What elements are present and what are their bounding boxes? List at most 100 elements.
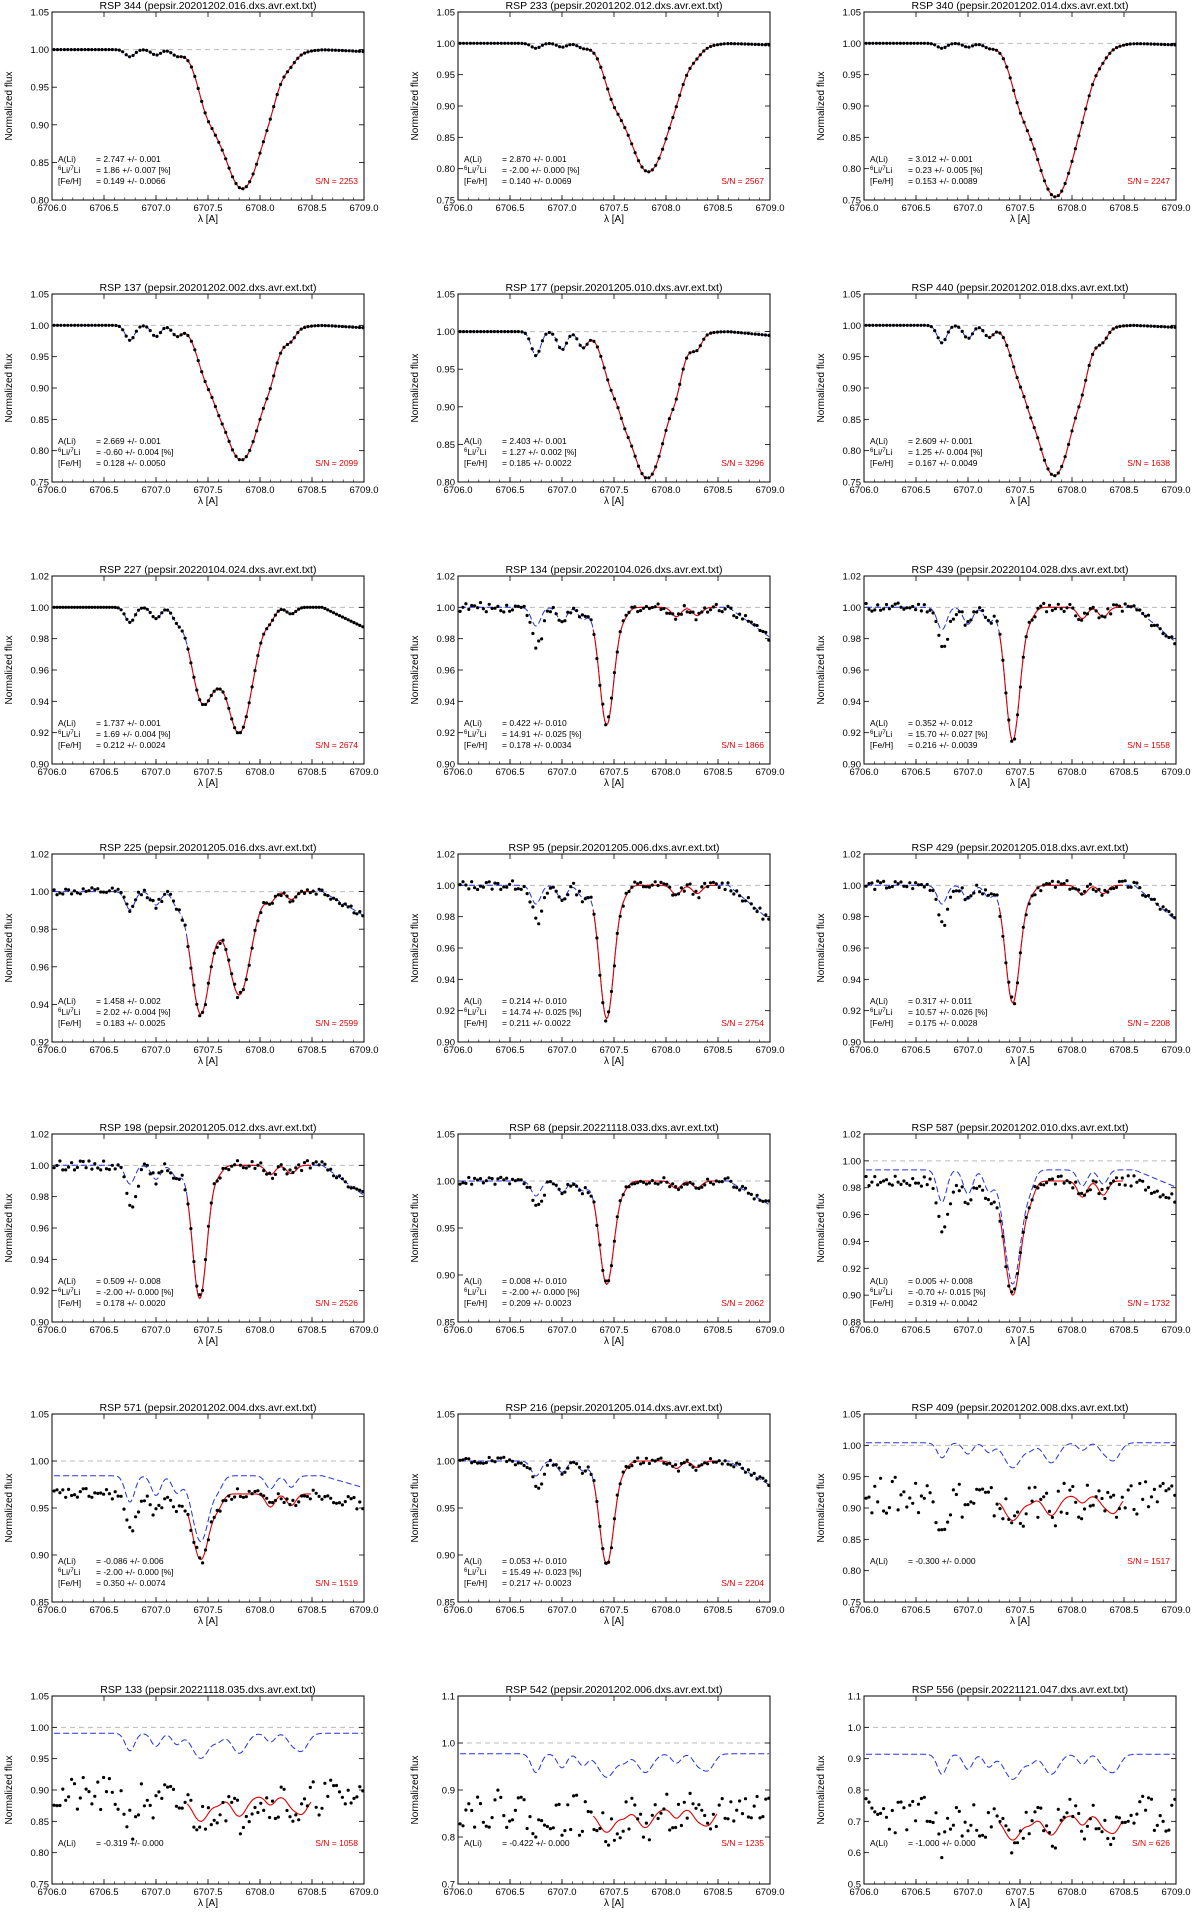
observed-point	[595, 1829, 599, 1833]
observed-point	[580, 1829, 584, 1833]
observed-point	[1068, 887, 1072, 891]
observed-point	[510, 608, 515, 612]
observed-point	[981, 892, 985, 896]
observed-point	[1126, 604, 1130, 608]
observed-point	[697, 1464, 701, 1468]
x-axis-label: λ [A]	[604, 1336, 624, 1347]
observed-point	[624, 1464, 628, 1469]
observed-point	[1033, 1185, 1037, 1189]
signal-to-noise: S/N = 2204	[721, 1578, 764, 1588]
observed-point	[899, 605, 903, 609]
observed-point	[636, 882, 640, 886]
observed-point	[148, 50, 152, 54]
observed-point	[607, 1010, 611, 1014]
observed-point	[233, 1495, 237, 1499]
observed-point	[467, 1457, 471, 1461]
observed-point	[743, 899, 748, 903]
observed-point	[1063, 181, 1067, 186]
observed-point	[679, 1185, 683, 1189]
observed-point	[1087, 363, 1091, 368]
y-tick-label: 0.94	[31, 1000, 50, 1011]
observed-point	[114, 48, 118, 52]
observed-point	[186, 1202, 190, 1206]
observed-point	[220, 422, 224, 426]
observed-point	[1060, 189, 1064, 193]
observed-point	[1149, 1495, 1154, 1499]
x-tick-label: 6707.0	[547, 1325, 576, 1336]
observed-point	[761, 1199, 765, 1203]
observed-point	[282, 891, 286, 895]
observed-point	[256, 1163, 260, 1167]
feh-label: [Fe/H]	[58, 458, 81, 468]
observed-point	[340, 904, 344, 908]
observed-point	[621, 1193, 625, 1197]
observed-point	[571, 333, 575, 337]
observed-point	[726, 330, 730, 334]
observed-point	[551, 1182, 555, 1186]
observed-point	[361, 625, 365, 629]
observed-point	[1097, 343, 1102, 347]
x-tick-label: 6708.0	[245, 1045, 274, 1056]
observed-point	[255, 429, 259, 433]
observed-point	[753, 42, 757, 47]
observed-point	[764, 1797, 768, 1801]
observed-point	[874, 41, 878, 45]
observed-point	[148, 1172, 152, 1176]
observed-point	[1108, 51, 1112, 55]
observed-point	[1112, 886, 1116, 891]
observed-point	[102, 1159, 106, 1163]
observed-point	[343, 1500, 347, 1504]
observed-point	[192, 675, 196, 679]
observed-point	[723, 1816, 727, 1820]
observed-point	[1167, 1487, 1171, 1491]
ali-label: A(Li)	[870, 996, 888, 1006]
observed-point	[186, 59, 190, 63]
observed-point	[230, 1164, 234, 1168]
observed-point	[1042, 1495, 1046, 1499]
observed-point	[739, 42, 744, 46]
observed-point	[767, 638, 771, 642]
observed-point	[262, 632, 266, 636]
observed-point	[344, 49, 348, 53]
observed-point	[221, 1499, 225, 1503]
observed-point	[346, 905, 350, 909]
observed-point	[340, 324, 344, 329]
x-tick-label: 6707.5	[599, 1605, 628, 1616]
observed-point	[198, 1014, 202, 1018]
observed-point	[309, 324, 314, 328]
x-tick-label: 6706.5	[495, 1887, 524, 1898]
observed-point	[261, 140, 265, 144]
observed-point	[320, 1497, 324, 1501]
observed-point	[1045, 1181, 1049, 1185]
observed-point	[972, 1186, 976, 1190]
observed-point	[890, 1479, 894, 1484]
observed-point	[270, 1500, 275, 1505]
y-tick-label: 0.85	[31, 158, 50, 169]
observed-point	[198, 1293, 202, 1297]
observed-point	[294, 1503, 298, 1508]
observed-point	[1097, 67, 1102, 71]
observed-point	[711, 1460, 715, 1464]
fit-spectrum-line	[186, 606, 311, 734]
observed-point	[183, 1188, 187, 1192]
observed-point	[695, 57, 699, 61]
observed-point	[722, 42, 726, 46]
observed-point	[489, 41, 493, 45]
observed-point	[1080, 1829, 1084, 1833]
observed-point	[340, 1177, 344, 1181]
observed-point	[180, 1504, 184, 1508]
panel-title: RSP 95 (pepsir.20201205.006.dxs.avr.ext.…	[508, 842, 719, 854]
observed-point	[1070, 429, 1074, 433]
x-tick-label: 6707.0	[547, 1887, 576, 1898]
observed-point	[1158, 1814, 1162, 1818]
observed-point	[919, 41, 923, 45]
observed-point	[224, 430, 228, 434]
observed-point	[145, 1494, 149, 1498]
observed-point	[1065, 606, 1069, 610]
observed-point	[256, 1810, 260, 1815]
observed-point	[212, 1515, 216, 1519]
ali-label: A(Li)	[58, 718, 76, 728]
isotope-label: 6Li/7Li	[58, 729, 80, 739]
observed-point	[1033, 615, 1037, 619]
observed-point	[55, 605, 59, 609]
